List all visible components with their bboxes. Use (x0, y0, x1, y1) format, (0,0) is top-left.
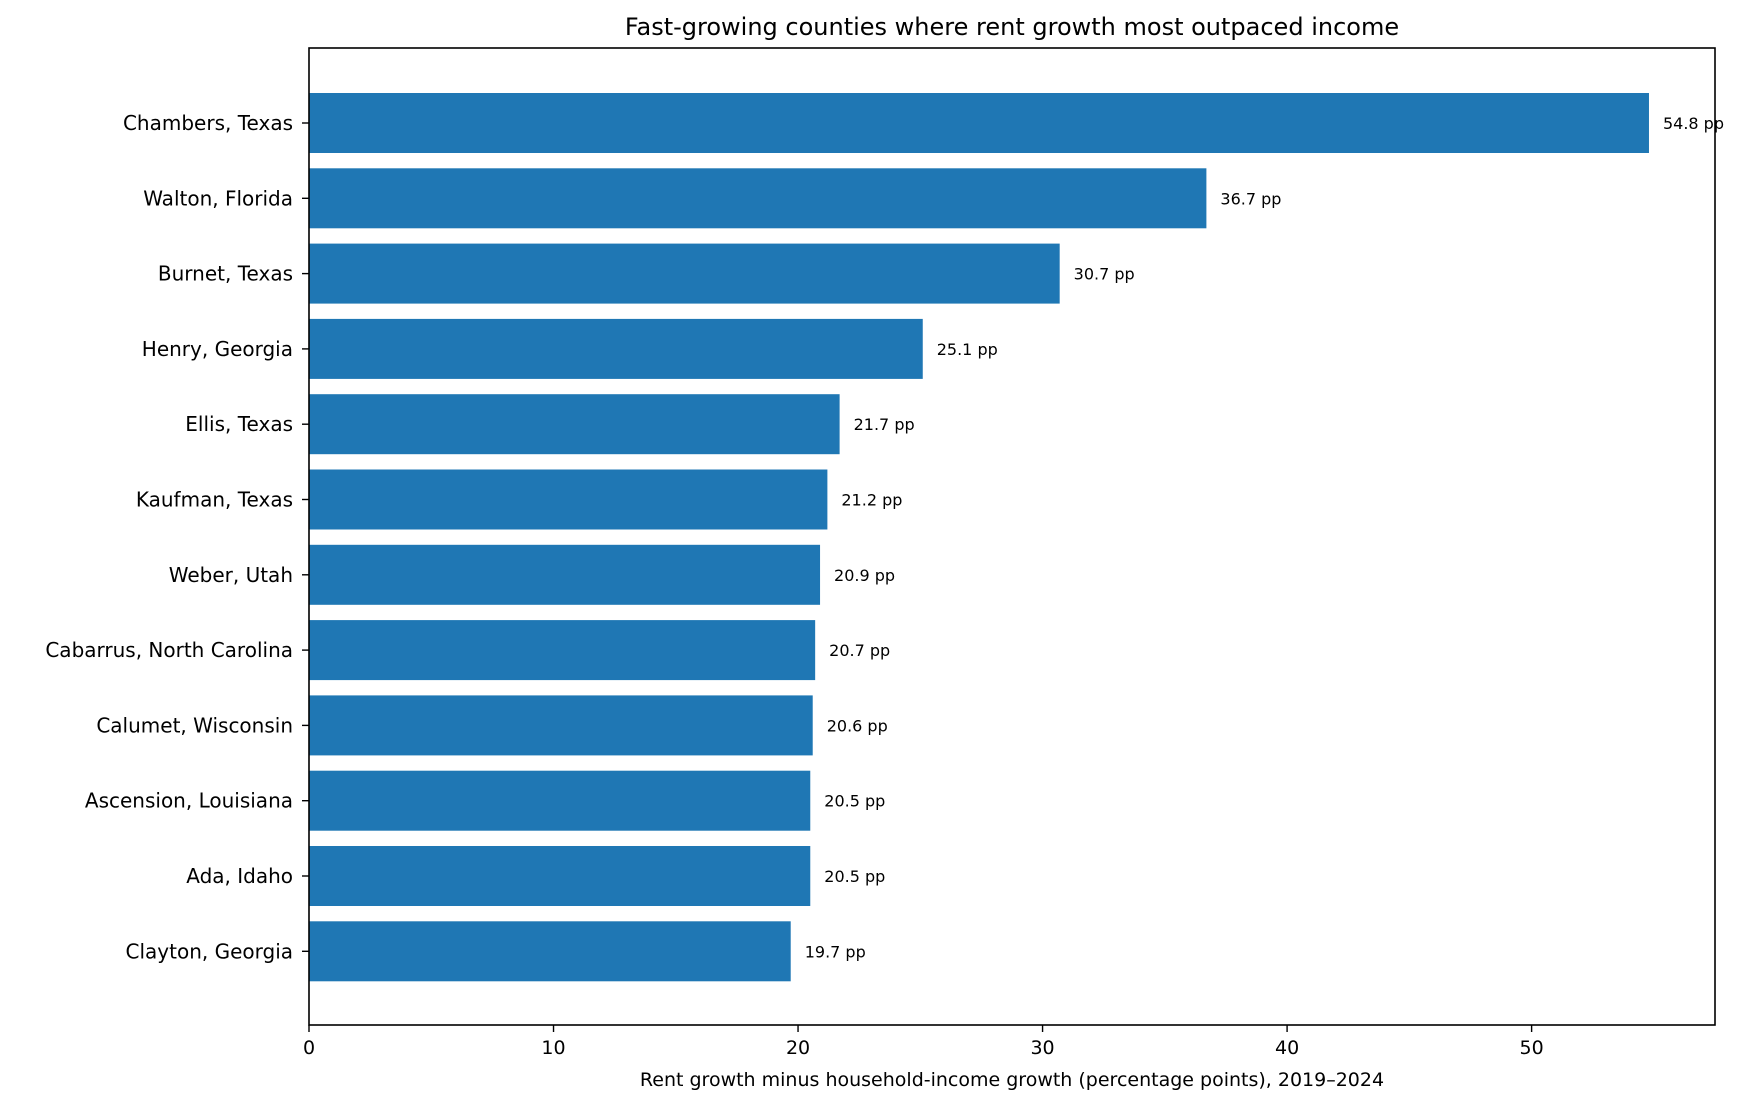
x-axis-label: Rent growth minus household-income growt… (640, 1069, 1384, 1091)
x-tick-label-1: 10 (541, 1037, 565, 1059)
data-label-2: 30.7 pp (1074, 265, 1135, 284)
bar-3 (309, 318, 923, 379)
category-label-4: Ellis, Texas (185, 412, 293, 436)
data-label-6: 20.9 pp (834, 566, 895, 585)
x-tick-label-0: 0 (303, 1037, 315, 1059)
data-label-4: 21.7 pp (854, 415, 915, 434)
bar-2 (309, 243, 1060, 304)
data-label-3: 25.1 pp (937, 340, 998, 359)
category-label-2: Burnet, Texas (158, 262, 293, 286)
bar-8 (309, 695, 813, 756)
data-label-5: 21.2 pp (841, 491, 902, 510)
bar-7 (309, 620, 816, 681)
category-label-11: Clayton, Georgia (126, 939, 294, 963)
data-label-0: 54.8 pp (1663, 114, 1724, 133)
plot-frame (308, 47, 1716, 1026)
bar-10 (309, 846, 811, 906)
category-label-7: Cabarrus, North Carolina (45, 638, 293, 662)
category-label-0: Chambers, Texas (123, 111, 293, 135)
category-labels: Chambers, Texas Walton, Florida Burnet, Te… (45, 111, 309, 963)
category-label-3: Henry, Georgia (142, 337, 293, 361)
x-tick-label-4: 40 (1275, 1037, 1299, 1059)
x-tick-label-2: 20 (786, 1037, 810, 1059)
data-label-7: 20.7 pp (829, 641, 890, 660)
bar-4 (309, 394, 840, 455)
data-label-1: 36.7 pp (1220, 189, 1281, 208)
bar-6 (309, 544, 821, 605)
bar-1 (309, 168, 1207, 229)
bars-layer (309, 93, 1649, 982)
data-label-9: 20.5 pp (824, 792, 885, 811)
bar-0 (309, 93, 1649, 153)
category-label-10: Ada, Idaho (186, 864, 293, 888)
data-label-11: 19.7 pp (805, 942, 866, 961)
bar-11 (309, 921, 791, 982)
x-tick-label-5: 50 (1520, 1037, 1544, 1059)
category-label-6: Weber, Utah (169, 563, 293, 587)
bar-9 (309, 770, 811, 831)
x-tick-label-3: 30 (1030, 1037, 1054, 1059)
data-labels: 54.8 pp 36.7 pp 30.7 pp 25.1 pp 21.7 pp 21.2 … (805, 114, 1724, 961)
bar-5 (309, 469, 828, 530)
data-label-10: 20.5 pp (824, 867, 885, 886)
x-axis: 0 10 20 30 40 50 (303, 1025, 1544, 1059)
category-label-8: Calumet, Wisconsin (96, 713, 293, 737)
chart-title: Fast-growing counties where rent growth … (625, 13, 1399, 41)
category-label-5: Kaufman, Texas (136, 488, 293, 512)
category-label-1: Walton, Florida (143, 186, 293, 210)
category-label-9: Ascension, Louisiana (85, 789, 293, 813)
data-label-8: 20.6 pp (827, 716, 888, 735)
